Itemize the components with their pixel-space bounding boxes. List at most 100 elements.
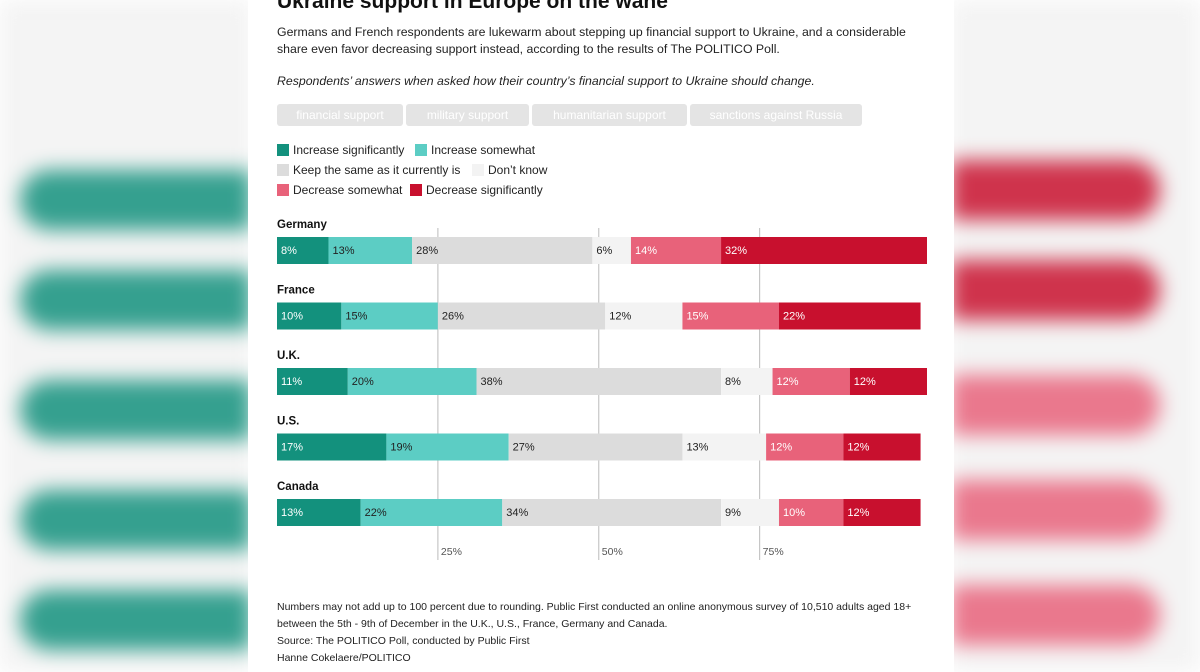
bar-segment — [778, 499, 844, 526]
bar-value-label: 9% — [725, 507, 741, 519]
bar-value-label: 10% — [783, 507, 805, 519]
category-label: Canada — [277, 481, 319, 493]
bar-segment — [328, 237, 413, 264]
bar-value-label: 19% — [390, 442, 412, 454]
bar-segment — [592, 237, 631, 264]
legend-swatch — [277, 184, 289, 196]
bar-value-label: 28% — [416, 245, 438, 257]
blurred-stripe — [950, 160, 1160, 220]
bar-segment — [341, 302, 438, 330]
bar-segment — [360, 499, 503, 526]
bar-segment — [502, 499, 722, 526]
legend-label: Decrease somewhat — [293, 183, 403, 197]
legend-item-keep-same: Keep the same as it currently is — [277, 163, 460, 177]
legend-item-decrease-somewhat: Decrease somewhat — [277, 183, 402, 197]
bar-segment — [277, 368, 348, 395]
bar-segment — [277, 499, 361, 526]
bar-value-label: 32% — [725, 245, 747, 257]
blurred-background-left — [0, 0, 252, 672]
legend-label: Increase somewhat — [431, 143, 536, 157]
legend-swatch — [277, 164, 289, 176]
bar-value-label: 11% — [281, 376, 302, 388]
bar-value-label: 13% — [686, 442, 708, 454]
bar-value-label: 15% — [345, 311, 367, 323]
chart-title: Ukraine support in Europe on the wane — [277, 0, 668, 13]
category-label: U.K. — [277, 350, 300, 362]
bar-value-label: 13% — [332, 245, 354, 257]
blurred-background-right — [950, 0, 1200, 672]
bar-value-label: 12% — [847, 507, 869, 519]
bar-value-label: 34% — [506, 507, 528, 519]
bar-value-label: 12% — [777, 376, 799, 388]
legend-swatch — [277, 144, 289, 156]
bar-segment — [766, 433, 844, 461]
legend-item-decrease-significantly: Decrease significantly — [410, 183, 543, 197]
legend-swatch — [410, 184, 422, 196]
bar-value-label: 12% — [609, 311, 631, 323]
bar-segment — [277, 433, 387, 461]
reference-label: 50% — [602, 546, 623, 558]
stacked-bar-chart: 25% 50% 75% Germany 8% 13% 28% 6% 14% 32% France 10… — [277, 219, 927, 560]
footnote-source: Source: The POLITICO Poll, conducted by … — [277, 635, 530, 647]
bar-segment — [277, 237, 329, 264]
bar-value-label: 17% — [281, 442, 303, 454]
bar-segment — [721, 368, 773, 395]
bar-segment — [386, 433, 509, 461]
blurred-stripe — [950, 375, 1160, 435]
legend-item-dont-know: Don’t know — [472, 163, 547, 177]
footnote-credit: Hanne Cokelaere/POLITICO — [277, 652, 411, 664]
blurred-stripe — [20, 590, 252, 650]
bar-value-label: 12% — [854, 376, 876, 388]
bar-segment — [721, 237, 927, 264]
chart-panel: Ukraine support in Europe on the wane Ge… — [248, 0, 954, 672]
legend-label: Keep the same as it currently is — [293, 163, 461, 177]
legend-label: Don’t know — [488, 163, 548, 177]
tab-financial-support[interactable]: financial support — [277, 104, 403, 126]
category-label: France — [277, 285, 315, 297]
legend-item-increase-significantly: Increase significantly — [277, 143, 404, 157]
legend-swatch — [415, 144, 427, 156]
bar-value-label: 8% — [725, 376, 741, 388]
blurred-stripe — [950, 260, 1160, 320]
bar-segment — [843, 433, 921, 461]
bar-value-label: 8% — [281, 245, 297, 257]
bar-value-label: 14% — [635, 245, 657, 257]
bar-segment — [476, 368, 722, 395]
tab-sanctions-against-russia[interactable]: sanctions against Russia — [690, 104, 862, 126]
blurred-stripe — [20, 380, 252, 440]
bar-segment — [778, 302, 921, 330]
blurred-stripe — [950, 585, 1160, 645]
bar-segment — [630, 237, 722, 264]
chart-subtitle: Germans and French respondents are lukew… — [277, 25, 906, 56]
legend-item-increase-somewhat: Increase somewhat — [415, 143, 535, 157]
bar-value-label: 12% — [847, 442, 869, 454]
bar-value-label: 13% — [281, 507, 303, 519]
legend-swatch — [472, 164, 484, 176]
blurred-stripe — [950, 480, 1160, 540]
tab-humanitarian-support[interactable]: humanitarian support — [532, 104, 687, 126]
bar-segment — [772, 368, 850, 395]
bar-segment — [682, 302, 779, 330]
blurred-stripe — [20, 490, 252, 550]
bar-segment — [277, 302, 342, 330]
bar-segment — [721, 499, 779, 526]
legend-label: Decrease significantly — [426, 183, 543, 197]
bar-segment — [605, 302, 683, 330]
blurred-stripe — [20, 170, 252, 230]
blurred-stripe — [20, 270, 252, 330]
chart-question: Respondents’ answers when asked how thei… — [277, 74, 815, 88]
category-label: Germany — [277, 219, 327, 231]
category-label: U.S. — [277, 416, 299, 428]
bar-value-label: 6% — [596, 245, 612, 257]
bar-value-label: 10% — [281, 311, 303, 323]
bar-segment — [682, 433, 767, 461]
tab-military-support[interactable]: military support — [406, 104, 529, 126]
reference-label: 25% — [441, 546, 462, 558]
bar-value-label: 22% — [783, 311, 805, 323]
bar-segment — [843, 499, 921, 526]
bar-segment — [508, 433, 683, 461]
footnote-method: Numbers may not add up to 100 percent du… — [277, 601, 912, 630]
bar-value-label: 20% — [352, 376, 374, 388]
chart-footnote: Numbers may not add up to 100 percent du… — [277, 599, 937, 667]
bar-segment — [347, 368, 477, 395]
